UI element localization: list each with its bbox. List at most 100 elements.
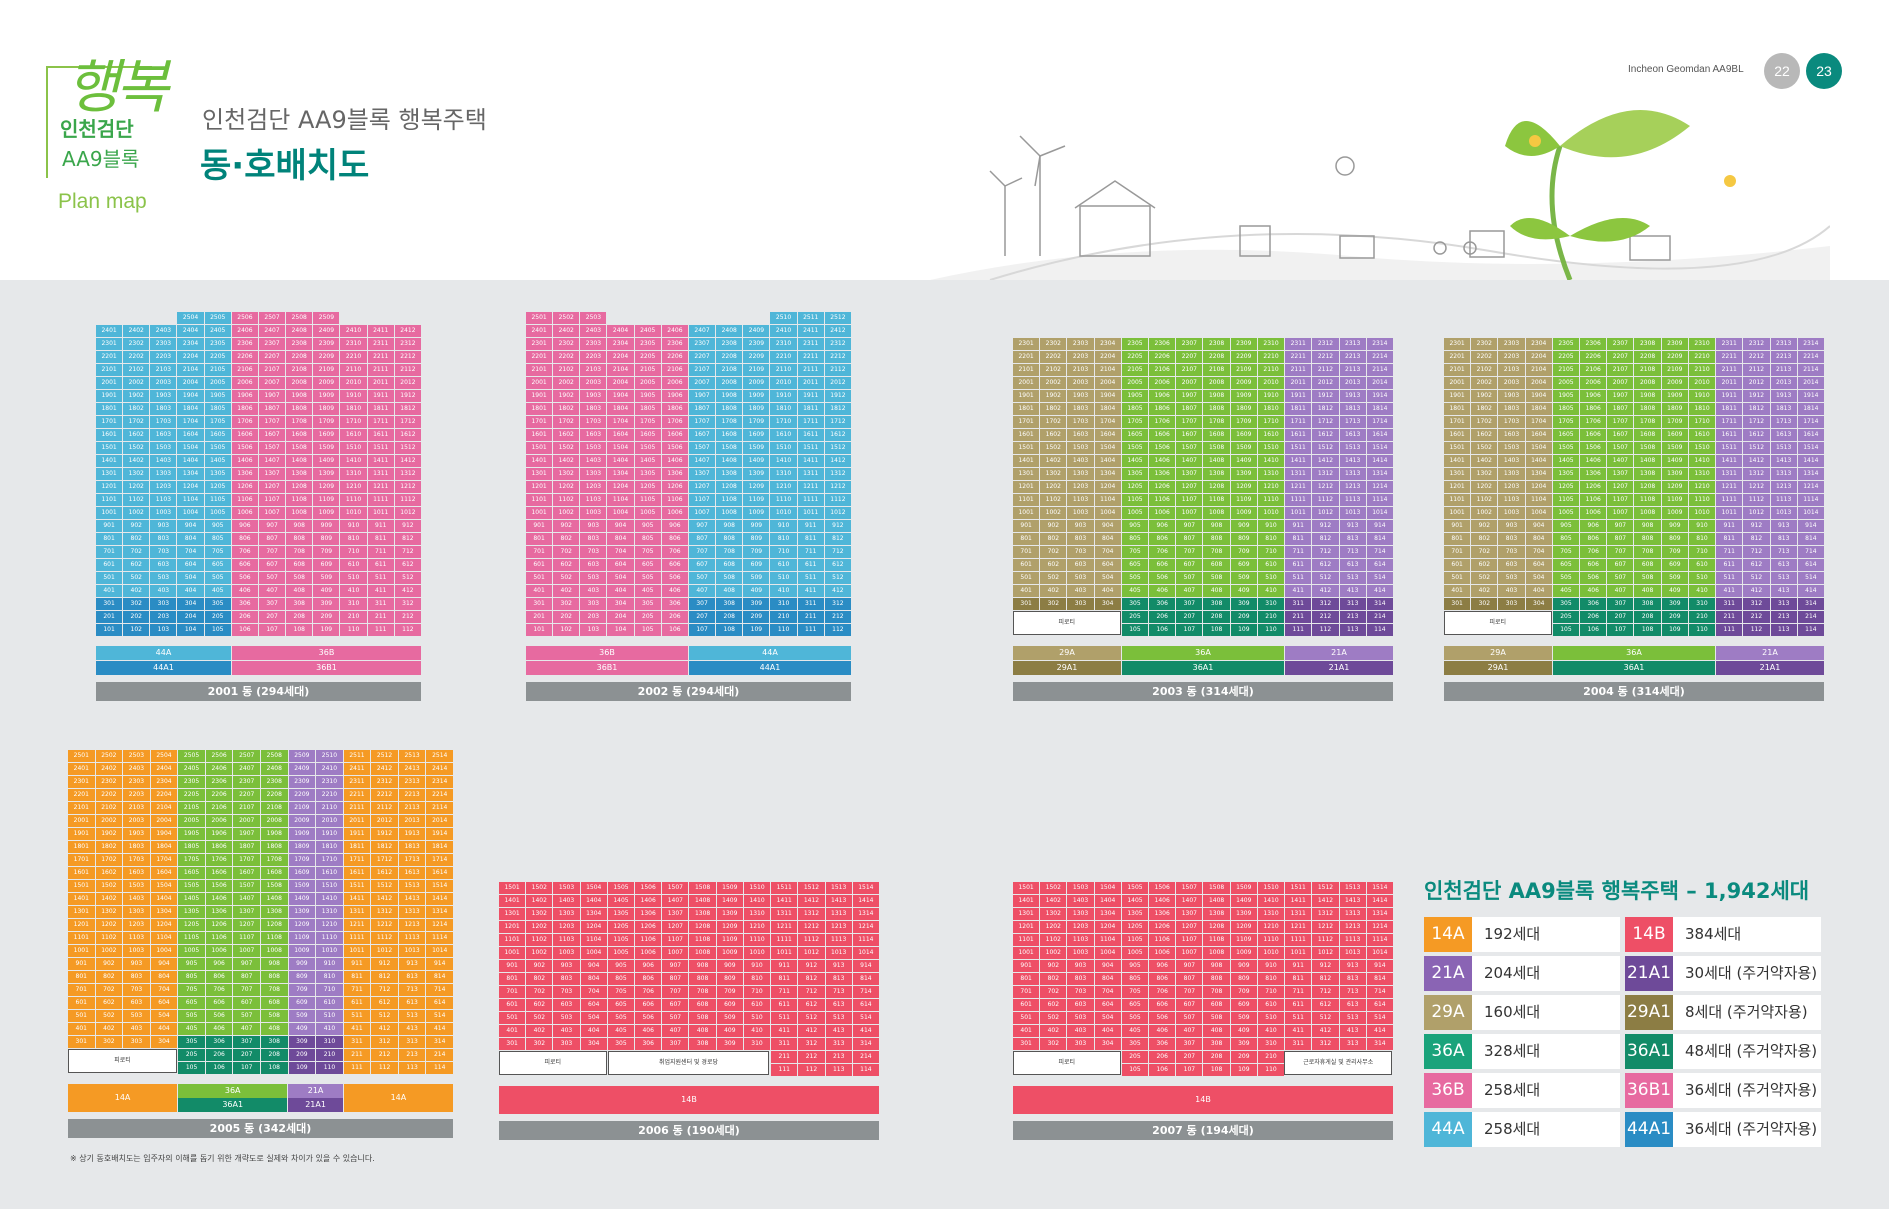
unit-cell: 207 [233, 1049, 260, 1061]
unit-cell: 612 [1312, 559, 1339, 571]
unit-cell: 814 [1366, 533, 1393, 545]
unit-cell: 1702 [1471, 416, 1498, 428]
unit-cell: 309 [716, 1038, 743, 1050]
type-bar-row: 29A1 36A1 21A1 [1013, 661, 1393, 675]
unit-cell: 701 [68, 984, 95, 996]
unit-cell: 607 [1176, 559, 1203, 571]
unit-cell: 1904 [150, 828, 178, 840]
unit-cell: 1611 [1285, 429, 1312, 441]
unit-cell: 206 [1149, 1051, 1176, 1063]
unit-cell: 1112 [1312, 494, 1339, 506]
unit-cell: 2112 [1743, 364, 1770, 376]
unit-cell: 1805 [204, 403, 231, 415]
page-number-left: 22 [1764, 53, 1800, 89]
type-bar: 36B1 [526, 661, 688, 675]
unit-cell: 1107 [1607, 494, 1634, 506]
unit-cell: 1309 [716, 908, 743, 920]
unit-cell: 1108 [1203, 494, 1230, 506]
unit-cell: 1312 [394, 468, 421, 480]
unit-cell: 910 [1688, 520, 1716, 532]
unit-cell: 905 [1552, 520, 1580, 532]
unit-cell: 312 [1312, 1038, 1339, 1050]
unit-cell: 705 [634, 546, 661, 558]
summary-row: 29A 160세대 [1424, 995, 1620, 1030]
unit-cell: 2102 [1471, 364, 1498, 376]
unit-cell: 1903 [150, 390, 177, 402]
unit-cell: 2108 [260, 802, 288, 814]
unit-cell: 2508 [286, 312, 313, 324]
unit-cell: 605 [1121, 559, 1149, 571]
unit-cell: 2212 [1743, 351, 1770, 363]
unit-cell: 1002 [1040, 947, 1067, 959]
unit-cell: 1211 [1716, 481, 1743, 493]
unit-cell: 504 [1094, 572, 1121, 584]
unit-cell: 903 [1498, 520, 1525, 532]
unit-cell: 1505 [1121, 442, 1149, 454]
unit-cell: 2203 [580, 351, 607, 363]
unit-cell: 1402 [1471, 455, 1498, 467]
unit-cell: 1801 [526, 403, 553, 415]
logo-line1: 인천검단 [60, 117, 134, 141]
unit-cell: 2110 [1688, 364, 1716, 376]
unit-cell: 502 [1471, 572, 1498, 584]
unit-cell: 1004 [607, 507, 634, 519]
unit-cell: 1409 [288, 893, 316, 905]
unit-cell: 405 [204, 585, 231, 597]
unit-cell: 309 [743, 598, 770, 610]
unit-cell: 1106 [231, 494, 258, 506]
unit-cell: 804 [150, 971, 178, 983]
unit-grid: 2504 2505 2506 2507 2508 2509 2401 2402 2403 2404… [96, 312, 421, 636]
unit-cell: 2208 [1203, 351, 1230, 363]
unit-cell: 905 [1121, 520, 1149, 532]
unit-cell: 2309 [1230, 338, 1257, 350]
unit-cell: 2506 [231, 312, 258, 324]
unit-cell: 1506 [635, 882, 662, 894]
unit-cell: 511 [1285, 572, 1312, 584]
unit-cell: 1314 [1797, 468, 1824, 480]
unit-cell: 914 [1797, 520, 1824, 532]
unit-grid: 2501 2502 2503 2504 2505 2506 2507 2508 2509 2510… [68, 750, 453, 1074]
unit-cell: 1801 [1444, 403, 1471, 415]
unit-cell: 503 [553, 1012, 580, 1024]
unit-cell: 206 [1580, 611, 1607, 623]
unit-cell: 1401 [499, 895, 526, 907]
unit-cell: 1507 [1176, 882, 1203, 894]
unit-cell: 1103 [1498, 494, 1525, 506]
unit-cell: 611 [1285, 999, 1312, 1011]
unit-cell: 1403 [1498, 455, 1525, 467]
unit-cell: 1410 [316, 893, 343, 905]
unit-cell: 704 [1094, 546, 1121, 558]
unit-cell: 1107 [258, 494, 286, 506]
building-label: 2003 동 (314세대) [1013, 682, 1393, 701]
building-label: 2004 동 (314세대) [1444, 682, 1824, 701]
unit-cell: 811 [1285, 533, 1312, 545]
unit-cell: 910 [340, 520, 367, 532]
unit-cell: 814 [852, 973, 879, 985]
unit-cell: 313 [1339, 598, 1366, 610]
unit-cell: 1010 [1257, 507, 1285, 519]
unit-cell: 1301 [526, 468, 553, 480]
unit-cell: 2509 [288, 750, 316, 762]
unit-cell: 414 [426, 1023, 453, 1035]
unit-cell: 1212 [1743, 481, 1770, 493]
unit-cell: 2013 [1770, 377, 1797, 389]
unit-cell: 907 [688, 520, 716, 532]
unit-cell: 611 [797, 559, 824, 571]
unit-cell: 1313 [1339, 468, 1366, 480]
unit-cell: 1402 [123, 455, 150, 467]
unit-cell: 2011 [343, 815, 371, 827]
unit-cell: 1203 [123, 919, 150, 931]
unit-cell: 808 [260, 971, 288, 983]
unit-cell: 1711 [1716, 416, 1743, 428]
unit-cell: 1309 [1230, 468, 1257, 480]
unit-cell: 2104 [177, 364, 204, 376]
type-bar: 36A1 [1122, 661, 1284, 675]
unit-cell: 1005 [1121, 947, 1149, 959]
unit-cell: 1502 [1040, 442, 1067, 454]
unit-cell: 2109 [313, 364, 340, 376]
unit-cell: 710 [1257, 546, 1285, 558]
unit-cell: 803 [150, 533, 177, 545]
unit-cell: 601 [68, 997, 95, 1009]
unit-cell: 1807 [1607, 403, 1634, 415]
type-bar: 14B [499, 1086, 879, 1114]
